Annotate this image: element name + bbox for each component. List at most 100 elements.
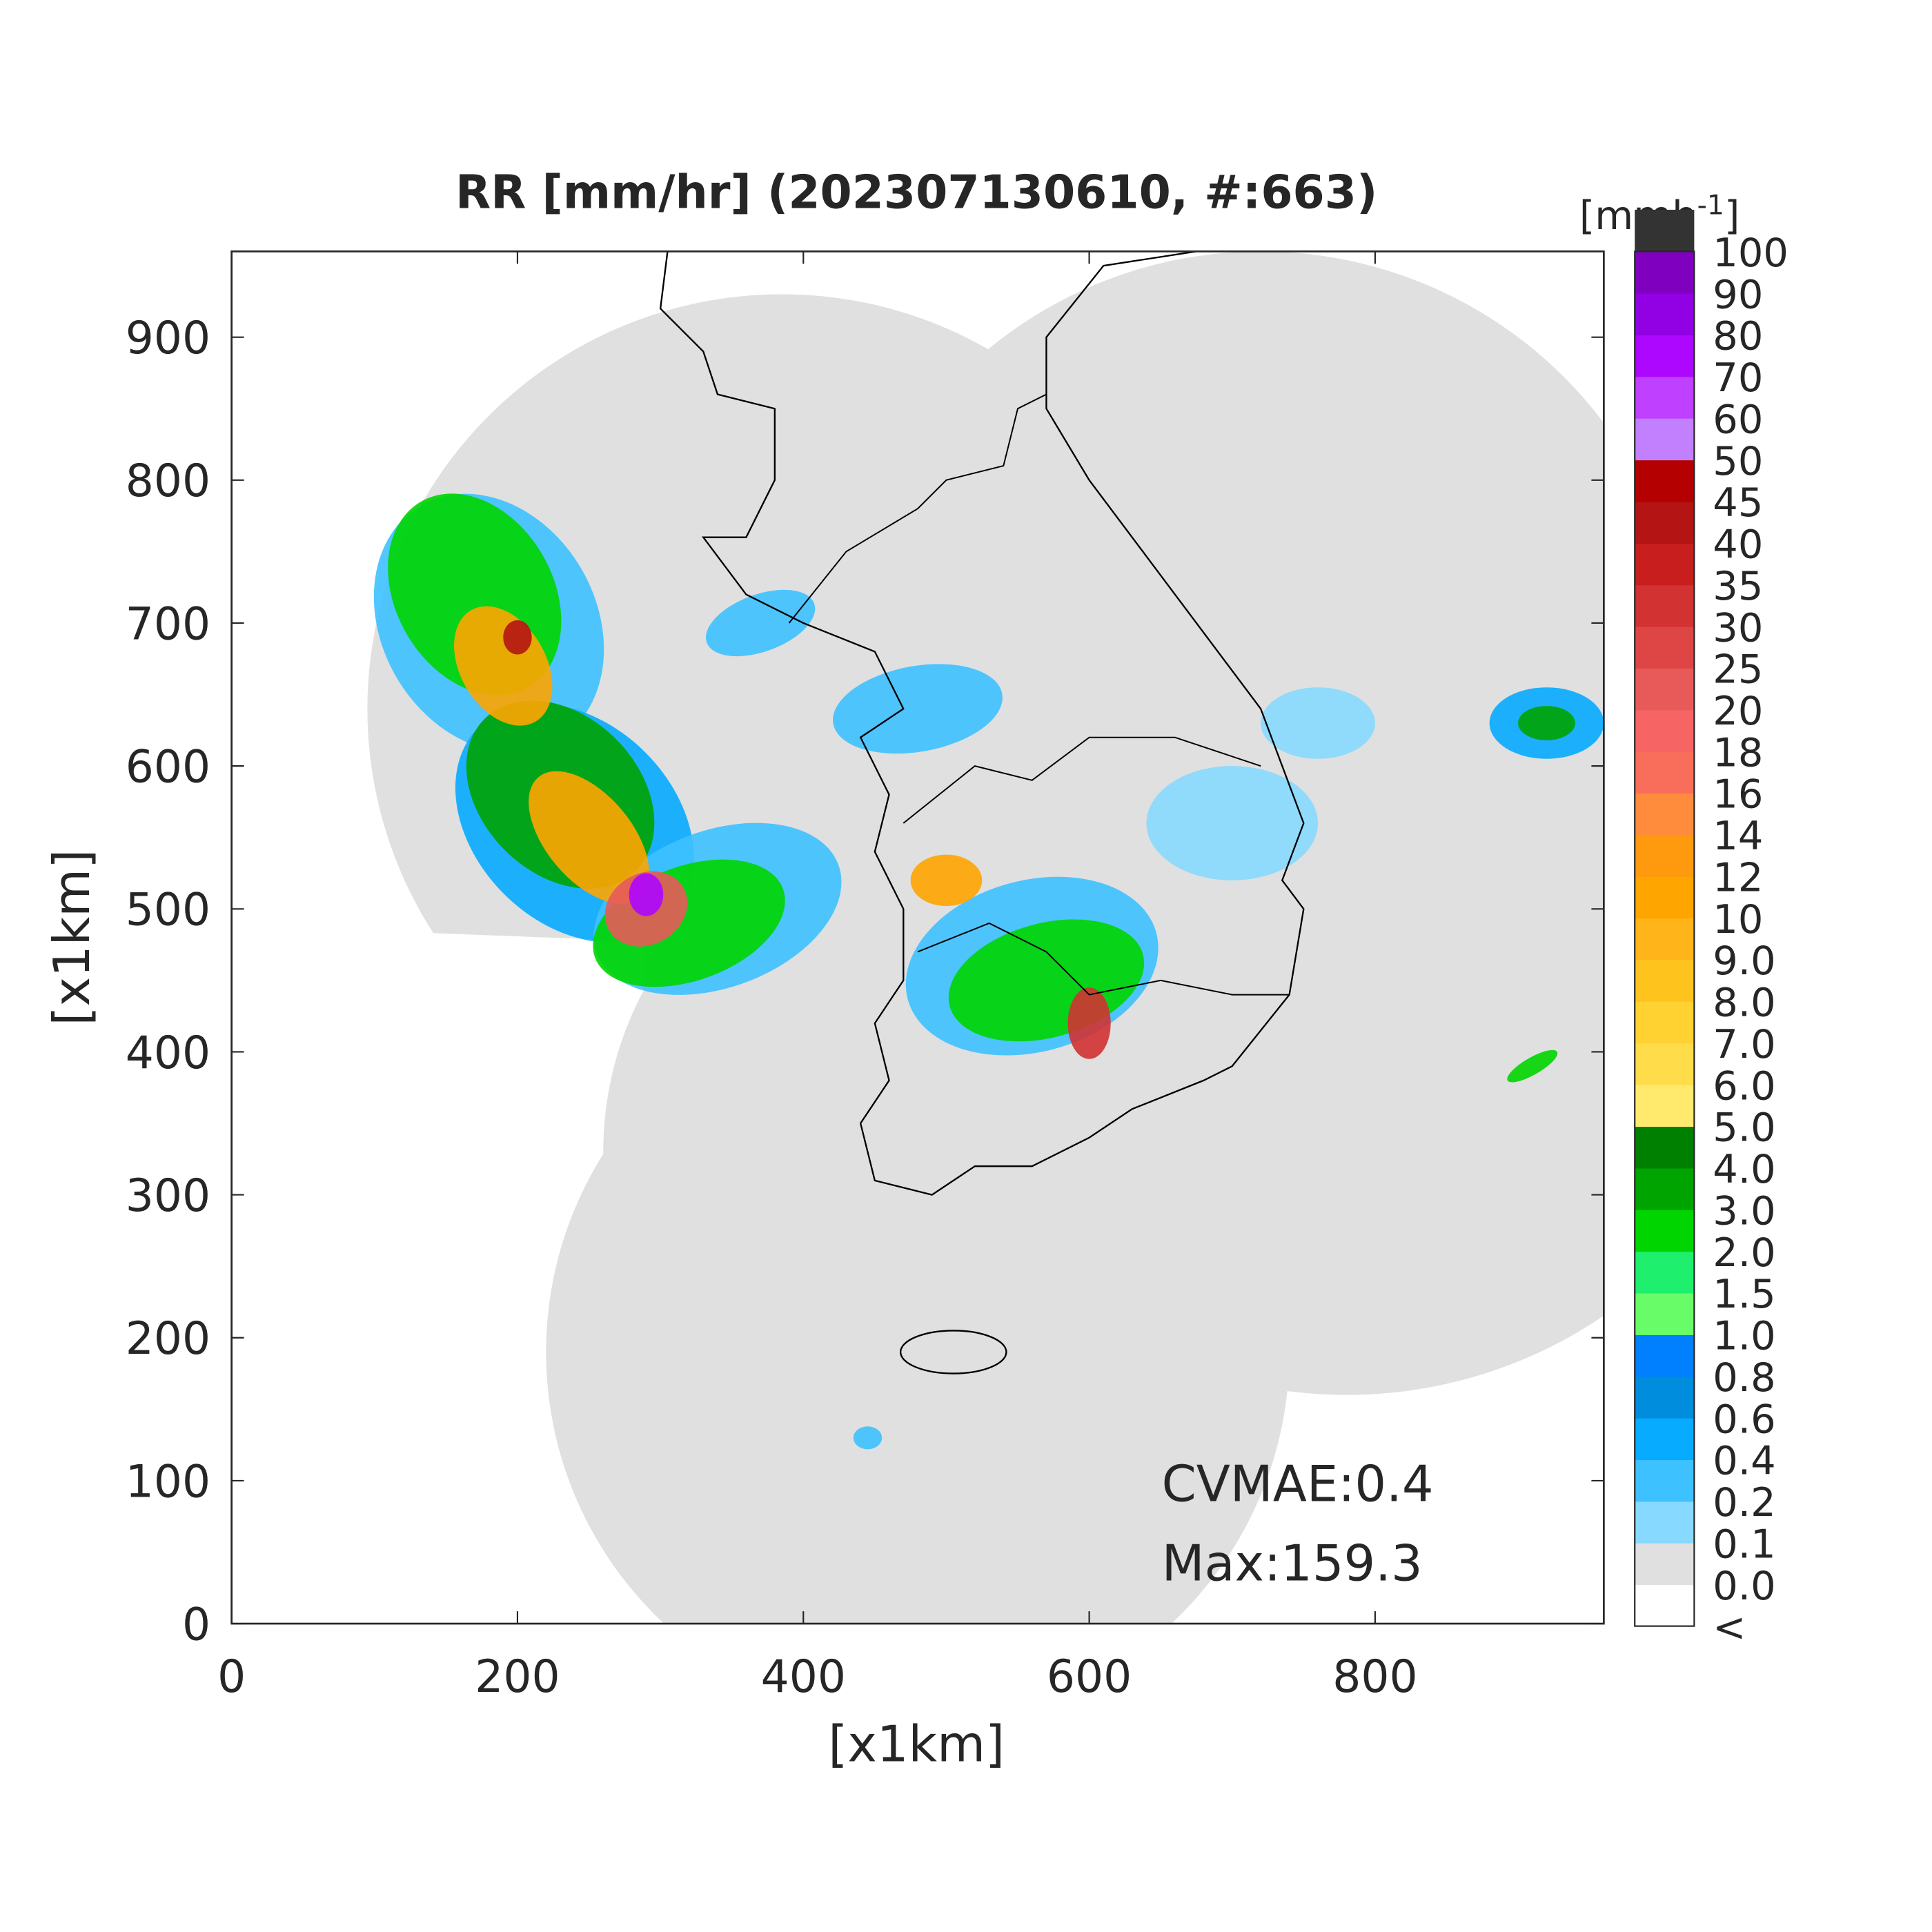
y-tick-label: 200	[126, 1313, 210, 1365]
unit-text: ]	[1724, 193, 1739, 239]
colorbar-segment	[1635, 668, 1695, 711]
colorbar-segment	[1635, 1043, 1695, 1085]
precip-cell	[1261, 687, 1375, 759]
y-tick-label: 700	[126, 598, 210, 650]
precip-cell	[853, 1426, 883, 1450]
colorbar-label: 3.0	[1713, 1187, 1775, 1234]
colorbar-label: 6.0	[1713, 1063, 1775, 1109]
precip-cell	[1067, 987, 1111, 1059]
colorbar-label: 2.0	[1713, 1230, 1775, 1276]
precip-cell	[1518, 706, 1575, 740]
y-tick-label: 100	[126, 1456, 210, 1508]
colorbar-label: 90	[1713, 271, 1763, 317]
colorbar-label: 20	[1713, 688, 1763, 734]
precip-cell	[1507, 1049, 1558, 1083]
precip-cell	[629, 873, 664, 916]
colorbar-label: 9.0	[1713, 938, 1775, 984]
precip-cell	[833, 664, 1003, 754]
radar-coverage	[889, 480, 1604, 1395]
colorbar-segment	[1635, 834, 1695, 877]
x-tick-label: 600	[1047, 1651, 1132, 1703]
colorbar-segment	[1635, 751, 1695, 794]
colorbar-label: 60	[1713, 396, 1763, 442]
precip-cell	[910, 854, 983, 907]
colorbar-label: 16	[1713, 771, 1763, 818]
colorbar-segment	[1635, 1209, 1695, 1252]
y-tick-label: 400	[126, 1027, 210, 1079]
colorbar-segment	[1635, 251, 1695, 294]
border	[917, 922, 1290, 996]
unit-exponent: -1	[1697, 190, 1724, 221]
colorbar-label: 1.0	[1713, 1313, 1775, 1359]
colorbar-segment	[1635, 709, 1695, 752]
precip-cell	[1146, 766, 1319, 880]
colorbar-label: 0.1	[1713, 1521, 1775, 1567]
colorbar-segment	[1635, 1251, 1695, 1294]
colorbar-label: 45	[1713, 480, 1763, 526]
colorbar-frame	[1634, 250, 1695, 1627]
colorbar-segment	[1635, 1001, 1695, 1044]
colorbar-segment	[1635, 1459, 1695, 1502]
y-tick-label: 600	[126, 741, 210, 793]
colorbar-label: 1.5	[1713, 1271, 1775, 1317]
colorbar-segment	[1635, 1376, 1695, 1419]
colorbar-segment	[1635, 1292, 1695, 1335]
colorbar-segment	[1635, 959, 1695, 1002]
colorbar-label: 10	[1713, 896, 1763, 943]
colorbar-label: 14	[1713, 813, 1763, 859]
colorbar-segment	[1635, 1501, 1695, 1544]
colorbar-segment	[1635, 1584, 1695, 1627]
colorbar-label: 25	[1713, 647, 1763, 693]
colorbar-label: 7.0	[1713, 1021, 1775, 1067]
y-tick-label: 900	[126, 313, 210, 364]
colorbar-label: 50	[1713, 438, 1763, 484]
colorbar-segment	[1635, 293, 1695, 336]
x-tick-label: 400	[761, 1651, 846, 1703]
colorbar-label: <	[1713, 1604, 1746, 1650]
colorbar-segment	[1635, 376, 1695, 419]
border	[788, 393, 1047, 624]
island	[899, 1330, 1007, 1374]
colorbar-segment	[1635, 1084, 1695, 1127]
colorbar-segment	[1635, 542, 1695, 586]
colorbar-label: 4.0	[1713, 1146, 1775, 1192]
x-tick-label: 800	[1332, 1651, 1417, 1703]
y-tick-label: 300	[126, 1170, 210, 1222]
plot-frame	[230, 250, 1605, 1625]
annotation: Max:159.3	[1162, 1534, 1423, 1592]
colorbar-segment	[1635, 501, 1695, 544]
colorbar-segment	[1635, 584, 1695, 627]
y-tick-label: 800	[126, 455, 210, 507]
colorbar-label: 0.2	[1713, 1479, 1775, 1526]
colorbar-segment	[1635, 417, 1695, 461]
x-tick-label: 0	[217, 1651, 246, 1703]
colorbar-segment	[1635, 1126, 1695, 1169]
colorbar-label: 40	[1713, 522, 1763, 568]
colorbar-label: 8.0	[1713, 980, 1775, 1026]
colorbar-label: 0.0	[1713, 1563, 1775, 1609]
colorbar-label: 100	[1713, 230, 1788, 276]
colorbar-segment	[1635, 793, 1695, 836]
colorbar-label: 0.6	[1713, 1396, 1775, 1442]
colorbar-segment	[1635, 1417, 1695, 1461]
colorbar-segment	[1635, 335, 1695, 377]
x-tick-label: 200	[475, 1651, 560, 1703]
colorbar-label: 0.8	[1713, 1354, 1775, 1401]
colorbar-label: 18	[1713, 729, 1763, 776]
colorbar-label: 70	[1713, 355, 1763, 401]
precip-cell	[705, 589, 816, 657]
colorbar-segment	[1635, 626, 1695, 669]
colorbar-segment	[1635, 460, 1695, 502]
title: RR [mm/hr] (202307130610, #:663)	[455, 166, 1377, 219]
y-tick-label: 0	[182, 1599, 210, 1650]
colorbar-label: 12	[1713, 854, 1763, 900]
colorbar-label: 0.4	[1713, 1438, 1775, 1484]
precip-cell	[503, 620, 532, 655]
x-axis-label: [x1km]	[828, 1715, 1005, 1773]
colorbar-segment	[1635, 209, 1695, 253]
colorbar-label: 30	[1713, 604, 1763, 651]
map	[367, 251, 1604, 1624]
colorbar-label: 35	[1713, 563, 1763, 609]
colorbar-label: 80	[1713, 313, 1763, 359]
border	[903, 736, 1261, 824]
